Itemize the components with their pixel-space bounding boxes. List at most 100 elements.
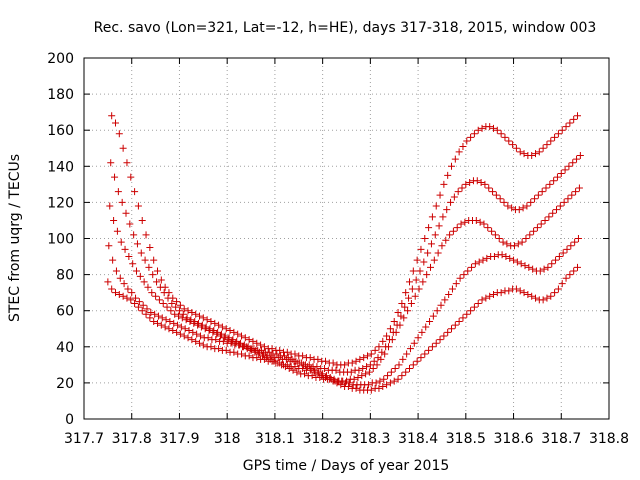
data-point: [417, 354, 425, 362]
data-point: [509, 141, 517, 149]
data-point: [443, 206, 451, 214]
data-point: [124, 285, 132, 293]
data-point: [150, 318, 158, 326]
data-point: [438, 242, 446, 250]
data-point: [437, 301, 445, 309]
grid: [84, 58, 609, 419]
data-point: [371, 346, 379, 354]
data-point: [500, 198, 508, 206]
data-point: [441, 296, 449, 304]
data-point: [524, 290, 532, 298]
data-point: [522, 235, 530, 242]
data-point: [434, 249, 442, 257]
data-point: [316, 373, 324, 381]
data-point: [414, 334, 422, 342]
data-point: [548, 260, 556, 268]
y-tick-label: 180: [47, 87, 74, 103]
data-point: [245, 336, 253, 344]
data-point: [406, 364, 413, 372]
data-point: [142, 231, 150, 239]
data-point: [140, 278, 148, 286]
data-point: [171, 310, 179, 318]
data-point: [406, 345, 414, 353]
data-point: [556, 202, 564, 210]
data-point: [448, 325, 455, 333]
data-point: [467, 133, 475, 141]
data-point: [332, 366, 340, 374]
data-point: [432, 339, 440, 347]
data-point: [501, 133, 509, 141]
data-point: [376, 377, 384, 385]
data-point: [512, 144, 520, 152]
data-point: [436, 336, 444, 344]
data-point: [390, 377, 398, 385]
data-point: [412, 276, 420, 284]
data-point: [470, 303, 478, 311]
data-point: [138, 216, 146, 224]
data-point: [508, 204, 516, 212]
data-point: [518, 238, 526, 246]
data-point: [389, 328, 397, 336]
data-point: [570, 267, 578, 275]
data-point: [553, 173, 561, 181]
data-point: [561, 166, 569, 174]
data-point: [379, 337, 387, 345]
data-point: [490, 124, 497, 132]
data-point: [281, 363, 289, 371]
data-point: [249, 337, 257, 345]
data-point: [265, 348, 273, 356]
data-point: [354, 373, 362, 381]
data-point: [179, 310, 187, 318]
data-point: [150, 256, 158, 264]
data-point: [398, 372, 406, 380]
data-point: [406, 278, 413, 286]
data-point: [298, 359, 306, 367]
data-point: [238, 332, 245, 340]
data-point: [260, 343, 268, 351]
data-point: [139, 301, 147, 309]
data-point: [170, 319, 178, 327]
data-point: [558, 280, 566, 288]
data-point: [430, 256, 438, 264]
data-point: [520, 289, 528, 297]
data-point: [204, 334, 212, 342]
data-point: [154, 312, 162, 320]
data-point: [105, 242, 113, 250]
data-point: [131, 188, 139, 196]
data-point: [181, 325, 189, 333]
data-point: [240, 341, 248, 349]
data-point: [193, 330, 201, 338]
data-point: [276, 346, 284, 354]
data-point: [244, 343, 252, 351]
data-point: [289, 366, 297, 374]
data-point: [457, 220, 465, 228]
data-point: [188, 336, 196, 344]
data-point: [446, 231, 454, 239]
data-point: [543, 141, 551, 149]
data-point: [459, 314, 467, 322]
data-point: [527, 198, 535, 206]
data-point: [570, 115, 578, 123]
data-point: [407, 299, 415, 307]
data-point: [516, 148, 524, 156]
data-point: [532, 150, 539, 158]
x-tick-label: 318.3: [350, 431, 390, 447]
data-point: [151, 310, 159, 318]
data-point: [486, 292, 494, 300]
data-point: [575, 184, 583, 192]
data-point: [541, 216, 549, 224]
data-point: [499, 238, 507, 246]
data-point: [452, 280, 460, 288]
data-point: [394, 375, 402, 383]
data-point: [519, 204, 527, 212]
data-point: [495, 235, 503, 242]
x-axis-label: GPS time / Days of year 2015: [243, 458, 450, 474]
data-point: [440, 180, 448, 188]
data-point: [562, 274, 570, 282]
y-tick-label: 200: [47, 51, 74, 67]
data-point: [411, 292, 419, 300]
data-point: [149, 271, 157, 279]
data-point: [207, 343, 215, 351]
data-point: [129, 260, 137, 268]
data-point: [394, 309, 402, 317]
